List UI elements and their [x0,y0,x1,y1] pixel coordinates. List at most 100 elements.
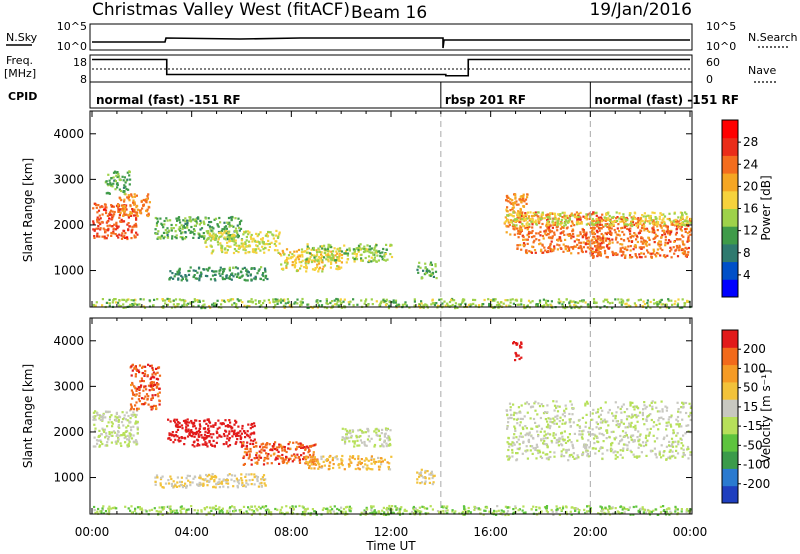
heatmap-cell [123,212,126,215]
heatmap-cell [593,232,596,236]
heatmap-cell [626,444,629,447]
heatmap-cell [641,246,644,249]
heatmap-cell [604,401,607,404]
heatmap-cell [645,441,648,444]
heatmap-cell [326,247,330,250]
heatmap-cell [535,232,538,235]
heatmap-cell [373,443,377,447]
heatmap-cell [518,303,521,306]
heatmap-cell [385,298,388,301]
heatmap-cell [115,223,118,226]
heatmap-cell [624,431,627,434]
heatmap-cell [234,229,237,233]
heatmap-cell [622,443,626,446]
heatmap-cell [533,402,536,405]
power-panel [89,110,693,310]
heatmap-cell [684,224,687,227]
heatmap-cell [305,457,308,460]
heatmap-cell [238,226,241,229]
heatmap-cell [373,248,376,251]
heatmap-cell [97,209,101,212]
heatmap-cell [649,252,652,255]
heatmap-cell [121,298,124,301]
heatmap-cell [170,223,173,227]
heatmap-cell [125,300,128,303]
heatmap-cell [564,220,568,223]
heatmap-cell [196,299,199,302]
heatmap-cell [563,455,566,458]
heatmap-cell [117,419,120,422]
heatmap-cell [341,438,344,441]
heatmap-cell [658,240,661,243]
heatmap-cell [569,418,572,421]
heatmap-cell [199,425,202,428]
heatmap-cell [102,208,106,211]
heatmap-cell [185,421,188,424]
heatmap-cell [601,432,604,436]
heatmap-cell [151,384,155,387]
heatmap-cell [392,301,395,304]
heatmap-cell [584,404,587,407]
heatmap-cell [617,442,620,445]
heatmap-cell [183,484,186,487]
heatmap-cell [529,218,532,221]
heatmap-cell [110,183,113,186]
heatmap-cell [663,450,666,453]
heatmap-cell [136,420,139,423]
heatmap-cell [600,418,603,421]
heatmap-cell [644,227,647,230]
heatmap-cell [255,251,258,254]
heatmap-cell [380,300,383,303]
heatmap-cell [628,214,631,217]
heatmap-cell [246,245,249,248]
heatmap-cell [353,457,356,461]
heatmap-cell [668,233,671,236]
heatmap-cell [507,458,510,461]
heatmap-cell [669,232,672,235]
heatmap-cell [359,428,362,431]
heatmap-cell [176,481,179,484]
heatmap-cell [429,274,432,277]
heatmap-cell [155,377,158,380]
heatmap-cell [530,435,533,438]
heatmap-cell [123,200,126,203]
heatmap-cell [336,300,339,303]
heatmap-cell [369,248,372,251]
heatmap-cell [212,439,215,442]
heatmap-cell [255,240,258,243]
heatmap-cell [555,438,558,442]
heatmap-cell [122,179,125,182]
heatmap-cell [183,237,187,240]
heatmap-cell [602,219,605,222]
heatmap-cell [561,303,564,306]
heatmap-cell [610,216,613,219]
heatmap-cell [367,430,370,433]
heatmap-cell [642,215,645,218]
heatmap-cell [444,304,447,307]
heatmap-cell [492,306,495,309]
heatmap-cell [96,216,99,219]
heatmap-cell [536,303,539,306]
heatmap-cell [129,214,133,217]
heatmap-cell [218,478,221,481]
heatmap-cell [276,236,280,239]
heatmap-cell [668,217,671,221]
heatmap-cell [340,462,343,465]
heatmap-cell [262,446,265,449]
heatmap-cell [529,449,532,452]
heatmap-cell [117,430,120,433]
heatmap-cell [537,211,540,214]
heatmap-cell [503,221,506,224]
heatmap-cell [254,299,257,302]
heatmap-cell [195,220,198,223]
heatmap-cell [189,484,192,487]
heatmap-cell [120,199,123,202]
heatmap-cell [558,440,561,443]
heatmap-cell [621,226,624,229]
heatmap-cell [525,251,528,254]
heatmap-cell [200,272,203,275]
heatmap-cell [350,434,353,438]
heatmap-cell [193,440,196,443]
heatmap-cell [265,233,268,236]
heatmap-cell [205,422,208,425]
